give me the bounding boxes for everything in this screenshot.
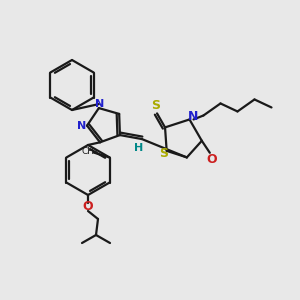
Text: CH₃: CH₃ xyxy=(81,147,98,156)
Text: H: H xyxy=(134,143,143,153)
Text: O: O xyxy=(83,200,93,214)
Text: S: S xyxy=(152,99,160,112)
Text: N: N xyxy=(95,99,104,109)
Text: N: N xyxy=(188,110,199,123)
Text: O: O xyxy=(206,153,217,166)
Text: S: S xyxy=(159,147,168,161)
Text: N: N xyxy=(77,121,87,130)
